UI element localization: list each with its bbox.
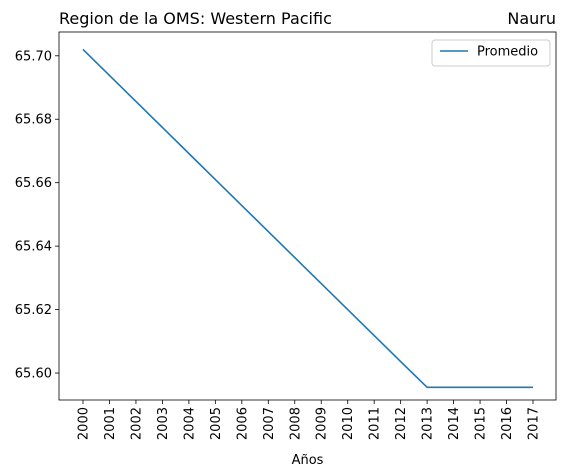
x-axis-label: Años <box>292 453 324 468</box>
y-tick-label: 65.64 <box>15 240 52 255</box>
x-tick-label: 2003 <box>156 407 171 440</box>
axes-frame <box>58 31 557 401</box>
y-tick-label: 65.60 <box>15 367 52 382</box>
x-tick-label: 2013 <box>421 407 436 440</box>
x-tick-label: 2011 <box>368 407 383 440</box>
chart-title-left: Region de la OMS: Western Pacific <box>59 9 332 28</box>
plot-area: 65.60 65.62 65.64 65.66 65.68 65.70 2000 2001 20… <box>15 48 542 440</box>
x-tick-label: 2008 <box>288 407 303 440</box>
x-tick-label: 2006 <box>235 407 250 440</box>
x-tick-label: 2007 <box>262 407 277 440</box>
x-tick-label: 2001 <box>103 407 118 440</box>
legend-box <box>431 39 551 67</box>
x-tick-label: 2002 <box>129 407 144 440</box>
x-tick-label: 2012 <box>394 407 409 440</box>
legend-label-promedio: Promedio <box>477 45 538 60</box>
x-tick-label: 2010 <box>341 407 356 440</box>
x-tick-label: 2005 <box>209 407 224 440</box>
x-tick-label: 2015 <box>474 407 489 440</box>
y-tick-label: 65.66 <box>15 176 52 191</box>
chart-title-right: Nauru <box>507 9 556 28</box>
x-tick-label: 2014 <box>447 407 462 440</box>
x-tick-label: 2017 <box>527 407 542 440</box>
y-tick-label: 65.62 <box>15 303 52 318</box>
legend: Promedio <box>431 39 551 67</box>
series-line-promedio <box>82 48 533 389</box>
x-tick-label: 2009 <box>315 407 330 440</box>
x-tick-label: 2004 <box>182 407 197 440</box>
x-tick-label: 2000 <box>77 407 92 440</box>
x-tick-label: 2016 <box>500 407 515 440</box>
y-tick-label: 65.68 <box>15 113 52 128</box>
y-tick-label: 65.70 <box>15 49 52 64</box>
